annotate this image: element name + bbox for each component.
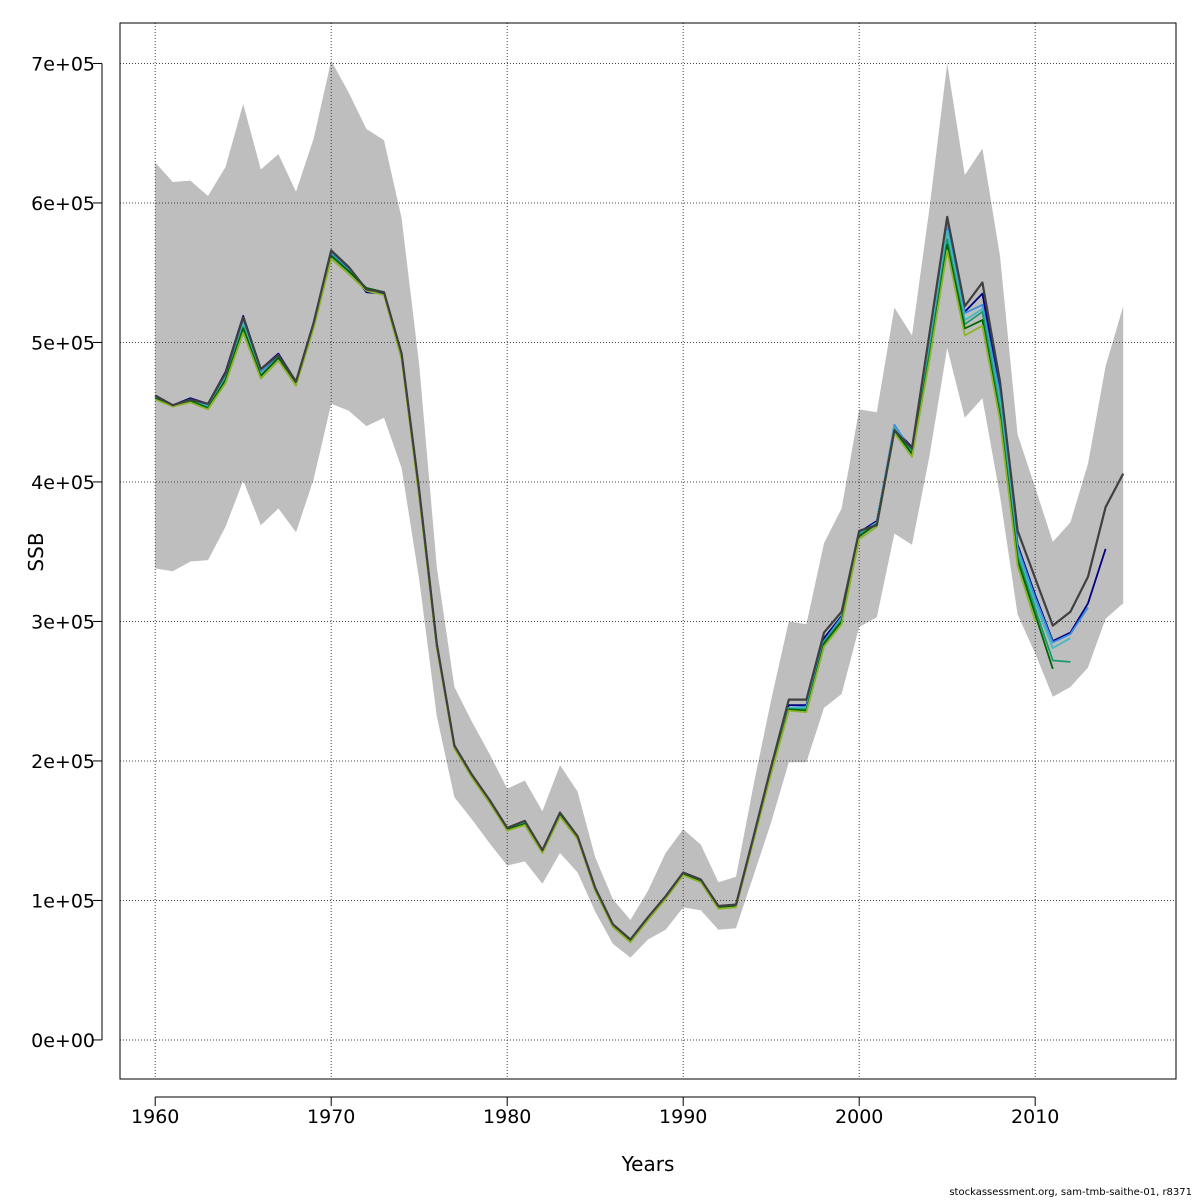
y-tick-label-2: 2e+05 xyxy=(31,751,95,773)
x-tick-label-1970: 1970 xyxy=(307,1106,355,1128)
x-axis-title: Years xyxy=(621,1152,675,1176)
axes-layer: 1960 1970 1980 1990 2000 2010 0e+00 1e+05 2e+05 3… xyxy=(31,22,1177,1128)
confidence-band xyxy=(155,60,1124,958)
x-tick-label-2010: 2010 xyxy=(1011,1106,1059,1128)
x-tick-label-1980: 1980 xyxy=(483,1106,531,1128)
confidence-band-layer xyxy=(155,60,1124,958)
y-tick-label-1: 1e+05 xyxy=(31,890,95,912)
series-layer xyxy=(154,215,1125,944)
x-tick-label-2000: 2000 xyxy=(835,1106,883,1128)
plot-frame xyxy=(119,22,1177,1080)
grid-layer xyxy=(120,23,1176,1079)
credit-footnote: stockassessment.org, sam-tmb-saithe-01, … xyxy=(949,1187,1192,1198)
y-tick-label-6: 6e+05 xyxy=(31,193,95,215)
x-tick-label-1990: 1990 xyxy=(659,1106,707,1128)
series-line-7 xyxy=(154,215,1125,941)
y-tick-label-3: 3e+05 xyxy=(31,611,95,633)
y-tick-label-4: 4e+05 xyxy=(31,472,95,494)
y-tick-label-0: 0e+00 xyxy=(31,1030,95,1052)
y-axis-title: SSB xyxy=(24,532,48,571)
y-tick-label-5: 5e+05 xyxy=(31,332,95,354)
x-tick-label-1960: 1960 xyxy=(131,1106,179,1128)
y-tick-label-7: 7e+05 xyxy=(31,53,95,75)
